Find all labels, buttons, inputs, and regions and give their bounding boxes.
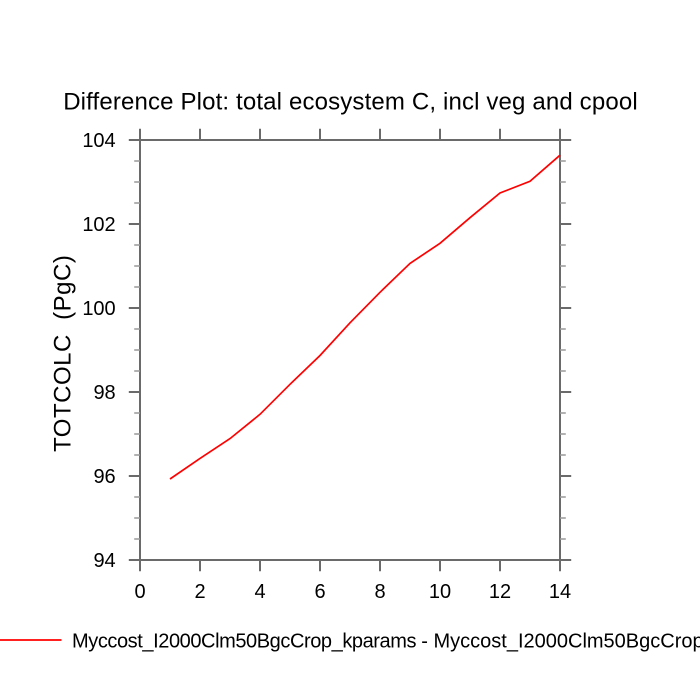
svg-text:0: 0 (134, 581, 145, 603)
svg-text:TOTCOLC (PgC): TOTCOLC (PgC) (50, 255, 77, 452)
svg-text:94: 94 (93, 550, 115, 572)
svg-text:8: 8 (374, 581, 385, 603)
svg-text:100: 100 (82, 298, 115, 320)
svg-text:Myccost_I2000Clm50BgcCrop_ctrl: Myccost_I2000Clm50BgcCrop_ctrl (434, 631, 700, 653)
svg-text:Difference Plot: total ecosyst: Difference Plot: total ecosystem C, incl… (63, 89, 638, 116)
svg-text:96: 96 (93, 466, 115, 488)
svg-text:2: 2 (194, 581, 205, 603)
svg-text:6: 6 (314, 581, 325, 603)
svg-text:102: 102 (82, 214, 115, 236)
svg-text:98: 98 (93, 382, 115, 404)
svg-text:4: 4 (254, 581, 265, 603)
svg-text:14: 14 (549, 581, 571, 603)
svg-text:10: 10 (429, 581, 451, 603)
svg-text:104: 104 (82, 130, 115, 152)
svg-text:12: 12 (489, 581, 511, 603)
svg-text:Myccost_I2000Clm50BgcCrop_kpar: Myccost_I2000Clm50BgcCrop_kparams - (72, 631, 427, 653)
